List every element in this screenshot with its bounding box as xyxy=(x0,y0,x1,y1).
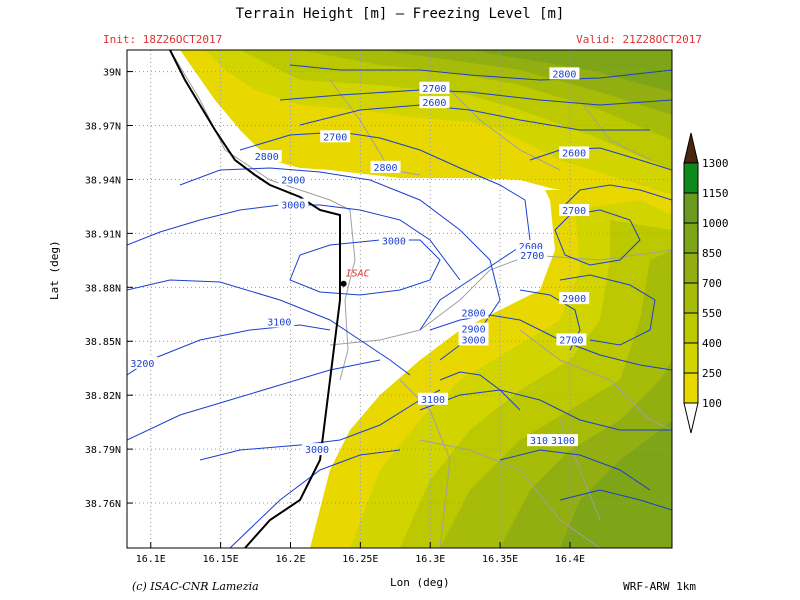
contour-label: 3000 xyxy=(462,335,486,346)
contour-label: 2800 xyxy=(552,69,576,80)
x-tick-label: 16.25E xyxy=(342,554,378,565)
contour-label-bg xyxy=(378,234,409,247)
colorbar-label: 1150 xyxy=(702,187,729,200)
contour-label: 2700 xyxy=(323,132,347,143)
contour-label-bg xyxy=(418,392,449,405)
colorbar-segment xyxy=(683,402,699,434)
contour-label-bg xyxy=(251,150,282,163)
colorbar-label: 1300 xyxy=(702,157,729,170)
contour-label-bg xyxy=(264,315,295,328)
colorbar-label: 400 xyxy=(702,337,722,350)
contour-label: 2700 xyxy=(559,335,583,346)
contour-label: 2800 xyxy=(462,308,486,319)
contour-label-bg xyxy=(548,434,578,447)
marker-dot xyxy=(340,280,347,287)
colorbar-label: 550 xyxy=(702,307,722,320)
colorbar-segment xyxy=(683,222,699,254)
contour-label-bg xyxy=(517,248,548,261)
plot-frame xyxy=(126,49,673,549)
y-tick-label: 38.82N xyxy=(85,391,121,402)
y-tick-label: 38.97N xyxy=(85,122,121,133)
contour-label-bg xyxy=(559,146,590,159)
contour-label-bg xyxy=(419,96,450,109)
y-tick-label: 38.79N xyxy=(85,445,121,456)
contour-label: 2600 xyxy=(422,98,446,109)
contour-label-bg xyxy=(127,356,158,369)
colorbar-segment xyxy=(683,312,699,344)
contour-label-bg xyxy=(556,333,587,346)
contour-label-bg xyxy=(302,443,333,456)
colorbar-segment xyxy=(683,372,699,404)
x-tick-label: 16.2E xyxy=(275,554,305,565)
contour-labels: 2800270026002700280029002800300030002600… xyxy=(127,67,590,456)
contour-label: 2700 xyxy=(422,84,446,95)
y-tick-label: 38.85N xyxy=(85,337,121,348)
colorbar-label: 100 xyxy=(702,397,722,410)
model-label: WRF-ARW 1km xyxy=(623,580,696,593)
colorbar-segment xyxy=(683,162,699,194)
colorbar-segment xyxy=(683,252,699,284)
contour-label-bg xyxy=(458,306,489,319)
x-tick-label: 16.3E xyxy=(415,554,445,565)
contour-label: 2700 xyxy=(562,206,586,217)
contour-label-bg xyxy=(549,67,580,80)
contour-label: 2900 xyxy=(281,175,305,186)
contour-label: 3100 xyxy=(551,436,575,447)
colorbar-label: 850 xyxy=(702,247,722,260)
contour-label: 3000 xyxy=(382,237,406,248)
x-axis-label: Lon (deg) xyxy=(390,576,450,589)
contour-label: 2800 xyxy=(373,163,397,174)
colorbar-label: 1000 xyxy=(702,217,729,230)
contour-label-bg xyxy=(320,130,351,143)
colorbar: 100 250 400 550 700 850 1000 1150 1300 xyxy=(683,132,729,434)
y-tick-label: 38.91N xyxy=(85,229,121,240)
contour-label-bg xyxy=(559,292,590,305)
colorbar-segment xyxy=(683,282,699,314)
init-time-label: Init: 18Z26OCT2017 xyxy=(103,33,223,46)
x-tick-label: 16.15E xyxy=(203,554,239,565)
colorbar-segment xyxy=(683,342,699,374)
contour-label: 3100 xyxy=(530,436,554,447)
contour-label: 2700 xyxy=(520,251,544,262)
contour-label-bg xyxy=(278,173,309,186)
isac-marker: ISAC xyxy=(340,269,370,287)
contour-label: 2600 xyxy=(519,242,543,253)
x-tick-label: 16.1E xyxy=(136,554,166,565)
colorbar-segment xyxy=(683,132,699,164)
boundary-line xyxy=(169,50,341,548)
credit-label: (c) ISAC-CNR Lamezia xyxy=(132,580,259,593)
contour-label: 2800 xyxy=(255,152,279,163)
contour-label-bg xyxy=(370,160,401,173)
y-tick-label: 38.88N xyxy=(85,283,121,294)
contour-label: 3100 xyxy=(421,395,445,406)
contour-label: 3100 xyxy=(267,317,291,328)
colorbar-label: 700 xyxy=(702,277,722,290)
freezing-level-contours xyxy=(127,64,672,548)
y-tick-label: 38.76N xyxy=(85,499,121,510)
x-tick-label: 16.35E xyxy=(482,554,518,565)
contour-label-bg xyxy=(419,81,450,94)
contour-label-bg xyxy=(458,333,489,346)
contour-label: 2900 xyxy=(462,325,486,336)
axis-ticks: 16.1E 16.15E 16.2E 16.25E 16.3E 16.35E 16.4E 38… xyxy=(85,68,585,565)
contour-label: 3000 xyxy=(305,445,329,456)
y-tick-label: 38.94N xyxy=(85,175,121,186)
colorbar-segment xyxy=(683,192,699,224)
x-tick-label: 16.4E xyxy=(555,554,585,565)
contour-label-bg xyxy=(559,204,590,217)
contour-label: 3000 xyxy=(281,201,305,212)
marker-label: ISAC xyxy=(346,269,370,280)
chart-title: Terrain Height [m] — Freezing Level [m] xyxy=(235,6,565,22)
colorbar-label: 250 xyxy=(702,367,722,380)
contour-label: 3200 xyxy=(130,359,154,370)
terrain-fill xyxy=(127,50,672,548)
contour-label: 2600 xyxy=(562,148,586,159)
valid-time-label: Valid: 21Z28OCT2017 xyxy=(576,33,702,46)
y-tick-label: 39N xyxy=(103,68,121,79)
contour-label: 2900 xyxy=(562,294,586,305)
contour-label-bg xyxy=(278,198,309,211)
contour-label-bg xyxy=(458,322,489,335)
